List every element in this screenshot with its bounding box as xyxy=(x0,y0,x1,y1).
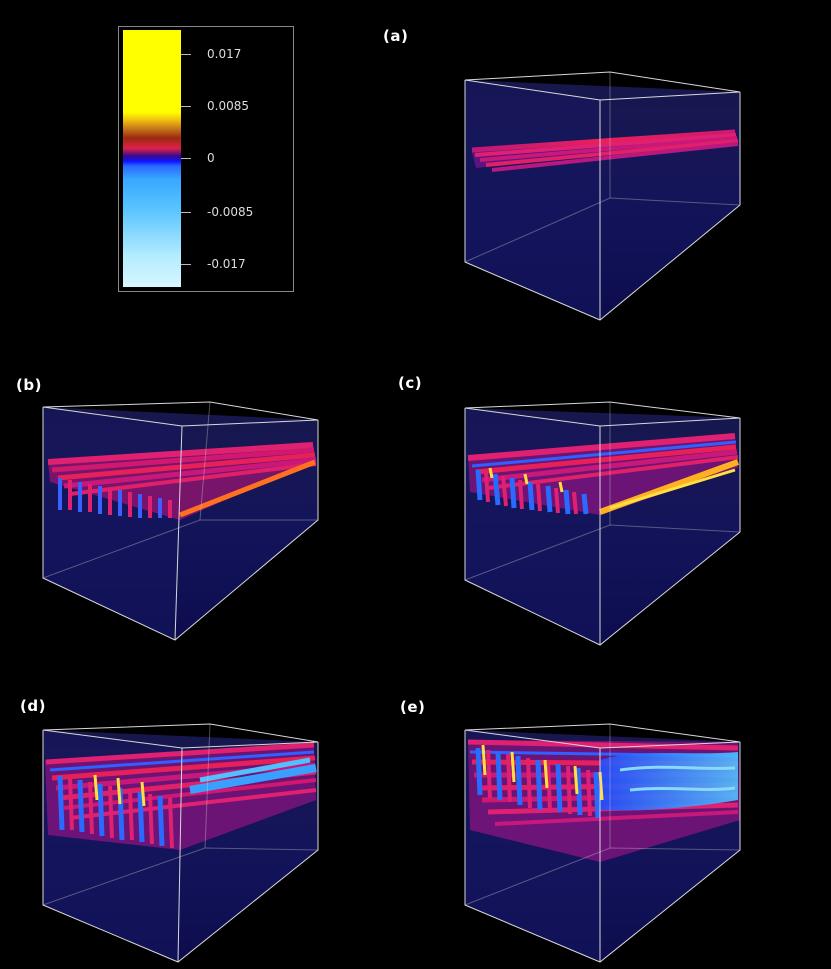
colorbar: 0.017 0.0085 0 -0.0085 -0.017 xyxy=(118,26,294,292)
panel-e-box xyxy=(464,723,741,963)
panel-e-box-edges xyxy=(464,723,741,963)
panel-label-e: (e) xyxy=(400,698,426,716)
panel-b-box-edges xyxy=(42,401,319,641)
colorbar-tick xyxy=(181,54,191,55)
colorbar-tick xyxy=(181,264,191,265)
panel-label-a: (a) xyxy=(383,27,409,45)
colorbar-tick-label: -0.017 xyxy=(207,257,246,271)
panel-b-box xyxy=(42,401,319,641)
panel-c-box xyxy=(464,401,741,646)
panel-a-box-edges xyxy=(464,71,741,321)
colorbar-tick xyxy=(181,106,191,107)
colorbar-tick-label: 0.0085 xyxy=(207,99,249,113)
colorbar-tick-label: -0.0085 xyxy=(207,205,254,219)
panel-e-streaks xyxy=(467,739,740,862)
panel-c-streaks xyxy=(467,433,740,515)
colorbar-tick-label: 0.017 xyxy=(207,47,242,61)
panel-label-b: (b) xyxy=(16,376,42,394)
panel-b-streaks xyxy=(47,442,317,520)
panel-a-box xyxy=(464,71,741,321)
panel-d-box-edges xyxy=(42,723,319,963)
panel-label-d: (d) xyxy=(20,697,46,715)
colorbar-tick-label: 0 xyxy=(207,151,215,165)
panel-d-box xyxy=(42,723,319,963)
panel-label-c: (c) xyxy=(398,374,423,392)
panel-d-streaks xyxy=(45,742,317,850)
colorbar-tick xyxy=(181,212,191,213)
colorbar-gradient xyxy=(123,30,181,287)
colorbar-tick xyxy=(181,158,191,159)
panel-c-box-edges xyxy=(464,401,741,646)
panel-a-streaks xyxy=(471,129,739,172)
